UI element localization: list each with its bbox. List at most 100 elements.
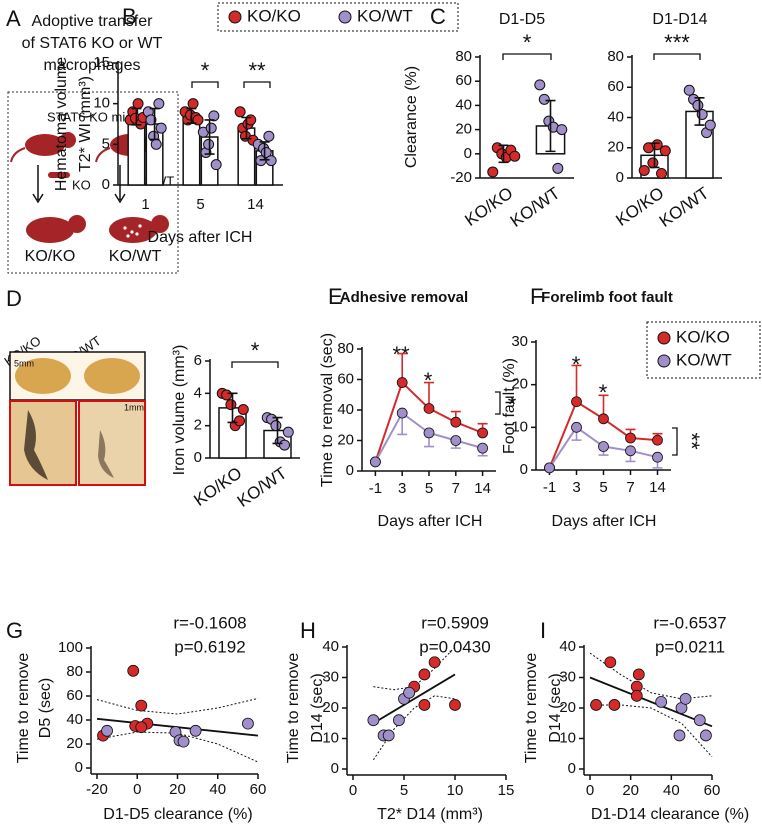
y-tick-label: 0: [331, 760, 339, 777]
legend-box: [217, 2, 459, 32]
y-tick-label: 0: [194, 449, 202, 466]
y-tick-label: 40: [322, 638, 339, 655]
x-tick-label: 3: [572, 479, 580, 496]
data-point: [396, 407, 408, 419]
stain-area: [98, 430, 114, 478]
y-tick-label: 0: [102, 176, 110, 193]
significance-bracket: [502, 53, 552, 60]
y-tick-label: 20: [337, 431, 354, 448]
x-tick-label: 20: [622, 782, 639, 799]
x-tick-label: 5: [425, 480, 433, 497]
data-point: [153, 98, 165, 110]
y-tick-label: 10: [511, 418, 528, 435]
chart-title: Adhesive removal: [340, 289, 468, 306]
data-point: [221, 389, 233, 401]
error-bar: [649, 142, 660, 169]
y-tick-label: 4: [194, 384, 202, 401]
panel-label: C: [430, 4, 446, 29]
x-axis-label: T2* D14 (mm³): [377, 806, 483, 823]
data-point: [477, 442, 489, 454]
x-tick-label: 10: [447, 782, 464, 799]
data-point: [608, 699, 621, 711]
significance: **: [248, 58, 266, 83]
data-point: [630, 689, 643, 702]
y-axis-label: Time to remove: [285, 653, 302, 764]
y-tick-label: 80: [66, 663, 83, 680]
y-tick-label: 10: [93, 95, 110, 112]
x-tick-label: -1: [369, 480, 382, 497]
scale-label: 1mm: [124, 402, 144, 412]
data-point: [135, 699, 148, 712]
data-point: [428, 656, 441, 669]
fit-line: [372, 673, 456, 725]
legend-marker: [657, 331, 671, 345]
stat-label: r=-0.6537: [653, 613, 726, 632]
significance-bracket: [495, 391, 501, 415]
data-point: [544, 462, 555, 474]
y-axis-label: D14 (sec): [547, 673, 564, 742]
data-point: [203, 138, 215, 150]
y-axis-label: Time to removal (sec): [319, 333, 336, 487]
significance: *: [424, 368, 433, 393]
y-tick-label: 20: [322, 699, 339, 716]
x-tick-label: 0: [586, 782, 594, 799]
x-axis-label: Days after ICH: [552, 513, 657, 530]
y-tick-label: 20: [511, 376, 528, 393]
data-point: [189, 724, 202, 737]
data-point: [659, 145, 671, 157]
data-point: [604, 656, 617, 669]
y-tick-label: 20: [66, 735, 83, 752]
error-bar: [571, 364, 582, 402]
error-bar: [241, 116, 252, 140]
x-tick-label: 7: [452, 480, 460, 497]
data-point: [101, 724, 113, 737]
data-point: [673, 729, 686, 742]
brain-slice: [15, 358, 71, 394]
x-tick-label: 1: [141, 196, 149, 213]
significance-bracket: [191, 81, 219, 88]
significance: *: [599, 380, 608, 405]
y-tick-label: 100: [58, 639, 83, 656]
diagram-title: Adoptive transfer: [32, 13, 154, 30]
data-point: [625, 432, 636, 444]
data-point: [704, 119, 716, 131]
data-point: [418, 699, 431, 711]
chart-title: Forelimb foot fault: [541, 289, 673, 306]
y-tick-label: 60: [607, 78, 624, 95]
data-point: [509, 150, 521, 162]
x-tick-label: 14: [649, 479, 666, 496]
data-point: [590, 699, 602, 711]
y-tick-label: 10: [322, 729, 339, 746]
legend-box: [646, 321, 761, 379]
x-tick-label: -20: [86, 781, 108, 798]
panel-label: I: [540, 618, 546, 643]
data-point: [625, 445, 636, 457]
error-bar: [259, 141, 270, 161]
data-point: [234, 106, 246, 118]
data-point: [449, 699, 461, 711]
data-point: [556, 124, 568, 136]
brain-slice: [84, 358, 140, 394]
stain-area: [24, 410, 48, 480]
error-bar: [545, 99, 556, 153]
stat-label: r=-0.1608: [173, 613, 246, 632]
x-tick-label: -1: [543, 479, 556, 496]
data-point: [225, 399, 237, 411]
y-tick-label: 40: [66, 711, 83, 728]
error-bar: [131, 107, 142, 126]
data-point: [270, 420, 282, 432]
x-tick-label: 0: [349, 782, 357, 799]
panel-d-images: KO/KO KO/WT 5mm 1mm: [1, 333, 146, 486]
panel-label: H: [300, 618, 316, 643]
x-axis-label: D1-D5 clearance (%): [103, 806, 252, 823]
data-point: [263, 130, 275, 142]
confidence-band: [372, 695, 456, 761]
x-tick-label: 40: [663, 782, 680, 799]
data-point: [237, 404, 249, 415]
data-point: [423, 427, 435, 439]
y-tick-label: 0: [75, 759, 83, 776]
arrows: [32, 165, 126, 204]
data-point: [638, 164, 650, 176]
data-point: [369, 456, 381, 468]
x-tick-label: KO/WT: [656, 183, 713, 231]
